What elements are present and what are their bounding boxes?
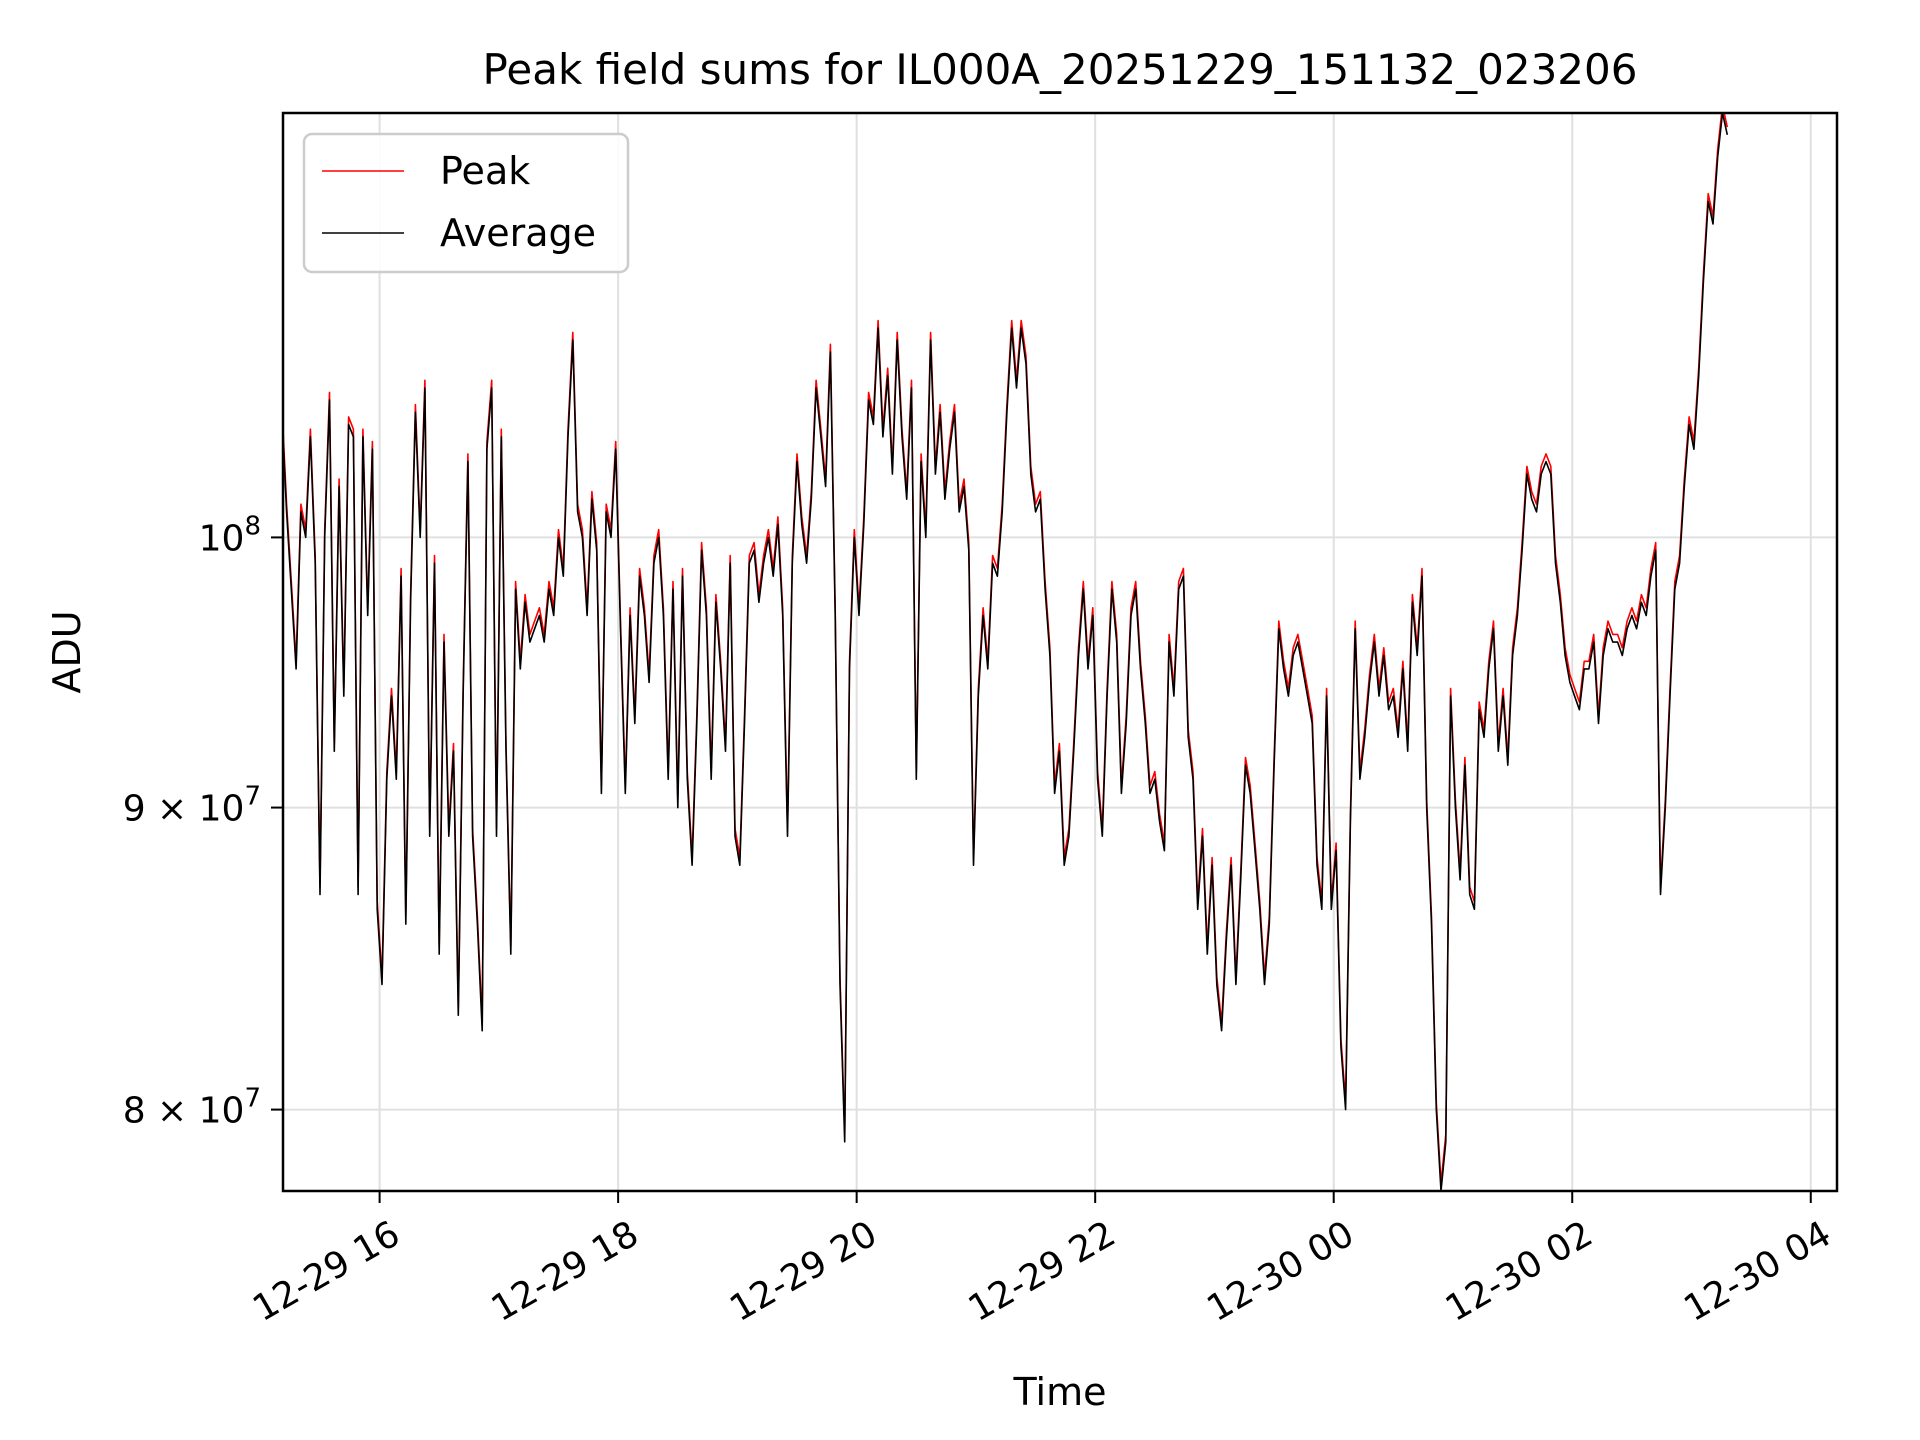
legend-label-average: Average <box>440 211 596 255</box>
legend: Peak Average <box>302 132 630 274</box>
grid-lines <box>283 113 1837 1191</box>
x-axis-label: Time <box>1013 1370 1107 1414</box>
series-layer <box>283 113 1729 1191</box>
legend-box <box>302 132 630 274</box>
y-tick-label-0: 8 × 107 <box>123 1084 261 1132</box>
x-tick-label-0: 12-29 16 <box>246 1213 407 1329</box>
x-tick-label-1: 12-29 18 <box>485 1213 646 1329</box>
x-tick-label-3: 12-29 22 <box>962 1213 1123 1329</box>
x-tick-label-5: 12-30 02 <box>1439 1213 1600 1329</box>
series-line-average <box>283 113 1729 1191</box>
y-tick-label-2: 108 <box>199 511 261 559</box>
legend-label-peak: Peak <box>440 149 530 193</box>
y-axis-label: ADU <box>45 610 89 693</box>
x-tick-label-4: 12-30 00 <box>1200 1213 1361 1329</box>
y-axis-ticks: 8 × 107 9 × 107 108 <box>123 511 283 1132</box>
y-tick-label-1: 9 × 107 <box>123 782 261 830</box>
plot-frame <box>281 111 1839 1193</box>
x-tick-label-2: 12-29 20 <box>723 1213 884 1329</box>
x-axis-ticks: 12-29 16 12-29 18 12-29 20 12-29 22 12-30 00… <box>246 1191 1838 1330</box>
chart-title: Peak field sums for IL000A_20251229_1511… <box>483 45 1638 94</box>
x-tick-label-6: 12-30 04 <box>1677 1213 1838 1329</box>
